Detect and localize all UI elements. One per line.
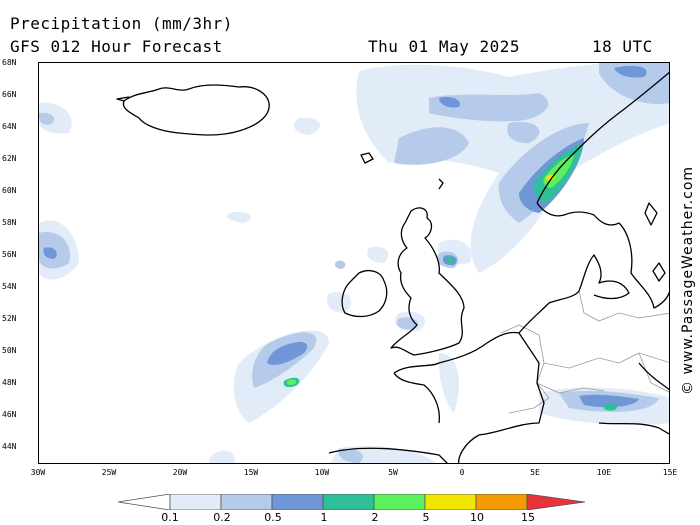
country-borders [500,290,669,414]
lat-label: 66N [2,90,17,99]
lon-label: 15E [662,468,678,477]
credit-text: © www.PassageWeather.com [680,166,696,395]
colorbar-segment [271,494,324,510]
colorbar-segment [169,494,222,510]
map-title: Precipitation (mm/3hr) [10,14,233,33]
map-subtitle: GFS 012 Hour Forecast [10,37,223,56]
lat-label: 64N [2,122,17,131]
lon-label: 5W [388,468,398,477]
credit-watermark: © www.PassageWeather.com [672,60,700,460]
lon-label: 0 [459,468,465,477]
legend-label: 1 [320,511,328,524]
legend-label: 2 [371,511,379,524]
legend-label: 5 [422,511,430,524]
lat-label: 68N [2,58,17,67]
precip-colorbar [118,494,586,510]
lon-label: 15W [243,468,259,477]
lon-label: 25W [101,468,117,477]
lat-label: 50N [2,346,17,355]
precipitation-map[interactable] [38,62,670,464]
colorbar-segment [526,494,586,510]
legend-label: 15 [521,511,535,524]
lat-label: 56N [2,250,17,259]
colorbar-segment [322,494,375,510]
lon-label: 5E [530,468,540,477]
lat-label: 54N [2,282,17,291]
lat-label: 62N [2,154,17,163]
lat-label: 52N [2,314,17,323]
colorbar-segment [373,494,426,510]
colorbar-segment [118,494,171,510]
forecast-date: Thu 01 May 2025 [368,37,520,56]
lon-label: 10E [596,468,612,477]
legend-label: 0.2 [213,511,231,524]
colorbar-segment [424,494,477,510]
legend-label: 0.1 [161,511,179,524]
forecast-time: 18 UTC [592,37,653,56]
lon-label: 30W [30,468,46,477]
colorbar-segment [475,494,528,510]
lat-label: 46N [2,410,17,419]
lon-label: 20W [172,468,188,477]
coastlines [116,71,669,463]
legend-label: 10 [470,511,484,524]
lat-label: 48N [2,378,17,387]
lat-label: 60N [2,186,17,195]
colorbar-segments [118,494,586,510]
lon-label: 10W [314,468,330,477]
map-canvas [39,63,669,463]
lat-label: 44N [2,442,17,451]
legend-label: 0.5 [264,511,282,524]
colorbar-segment [220,494,273,510]
lat-label: 58N [2,218,17,227]
